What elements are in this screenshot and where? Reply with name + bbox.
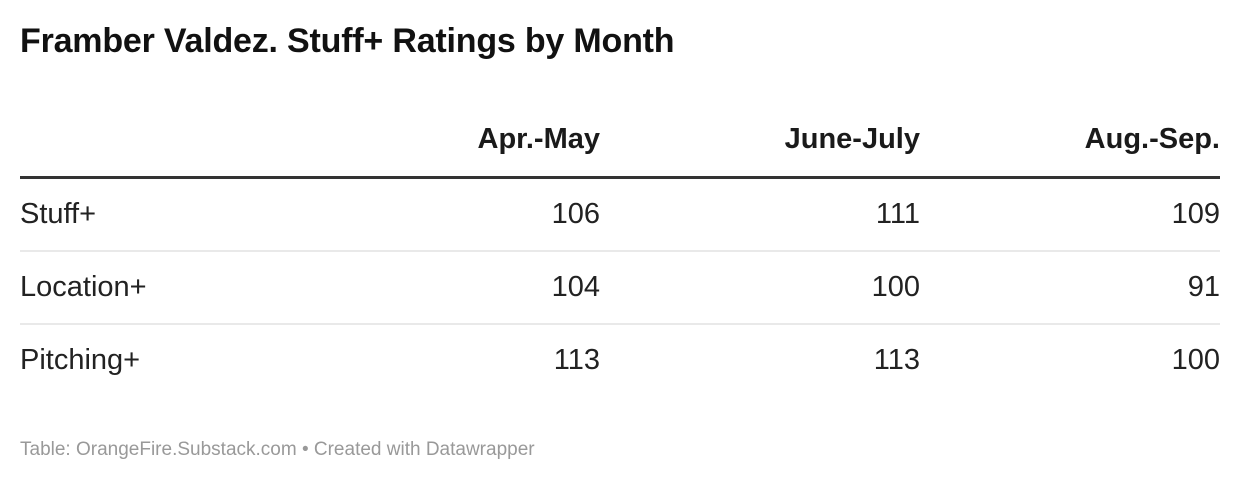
cell-location-plus-june-july: 100 <box>600 251 920 325</box>
chart-title: Framber Valdez. Stuff+ Ratings by Month <box>20 22 675 60</box>
cell-location-plus-aug-sep: 91 <box>920 251 1220 325</box>
cell-location-plus-apr-may: 104 <box>300 251 600 325</box>
table-row-pitching-plus: Pitching+ 113 113 100 <box>20 324 1220 396</box>
table-row-location-plus: Location+ 104 100 91 <box>20 251 1220 325</box>
cell-pitching-plus-aug-sep: 100 <box>1171 344 1220 376</box>
table-row-stuff-plus: Stuff+ 106 111 109 <box>20 177 1220 252</box>
column-header-june-july: June-July <box>600 122 920 179</box>
table-header-row: Apr.-May June-July Aug.-Sep. <box>20 122 1220 179</box>
cell-pitching-plus-june-july: 113 <box>873 344 920 376</box>
cell-stuff-plus-june-july: 111 <box>600 177 920 252</box>
ratings-table: Apr.-May June-July Aug.-Sep. Stuff+ 106 … <box>20 122 1220 396</box>
cell-pitching-plus-apr-may: 113 <box>553 344 600 376</box>
row-label-location-plus: Location+ <box>20 251 300 325</box>
chart-footer-attribution: Table: OrangeFire.Substack.com • Created… <box>20 439 535 460</box>
cell-stuff-plus-apr-may: 106 <box>300 177 600 252</box>
row-label-stuff-plus: Stuff+ <box>20 177 300 252</box>
column-header-aug-sep: Aug.-Sep. <box>920 122 1220 179</box>
column-header-empty <box>20 122 300 179</box>
column-header-apr-may: Apr.-May <box>300 122 600 179</box>
row-label-pitching-plus: Pitching+ <box>20 344 141 376</box>
cell-stuff-plus-aug-sep: 109 <box>920 177 1220 252</box>
